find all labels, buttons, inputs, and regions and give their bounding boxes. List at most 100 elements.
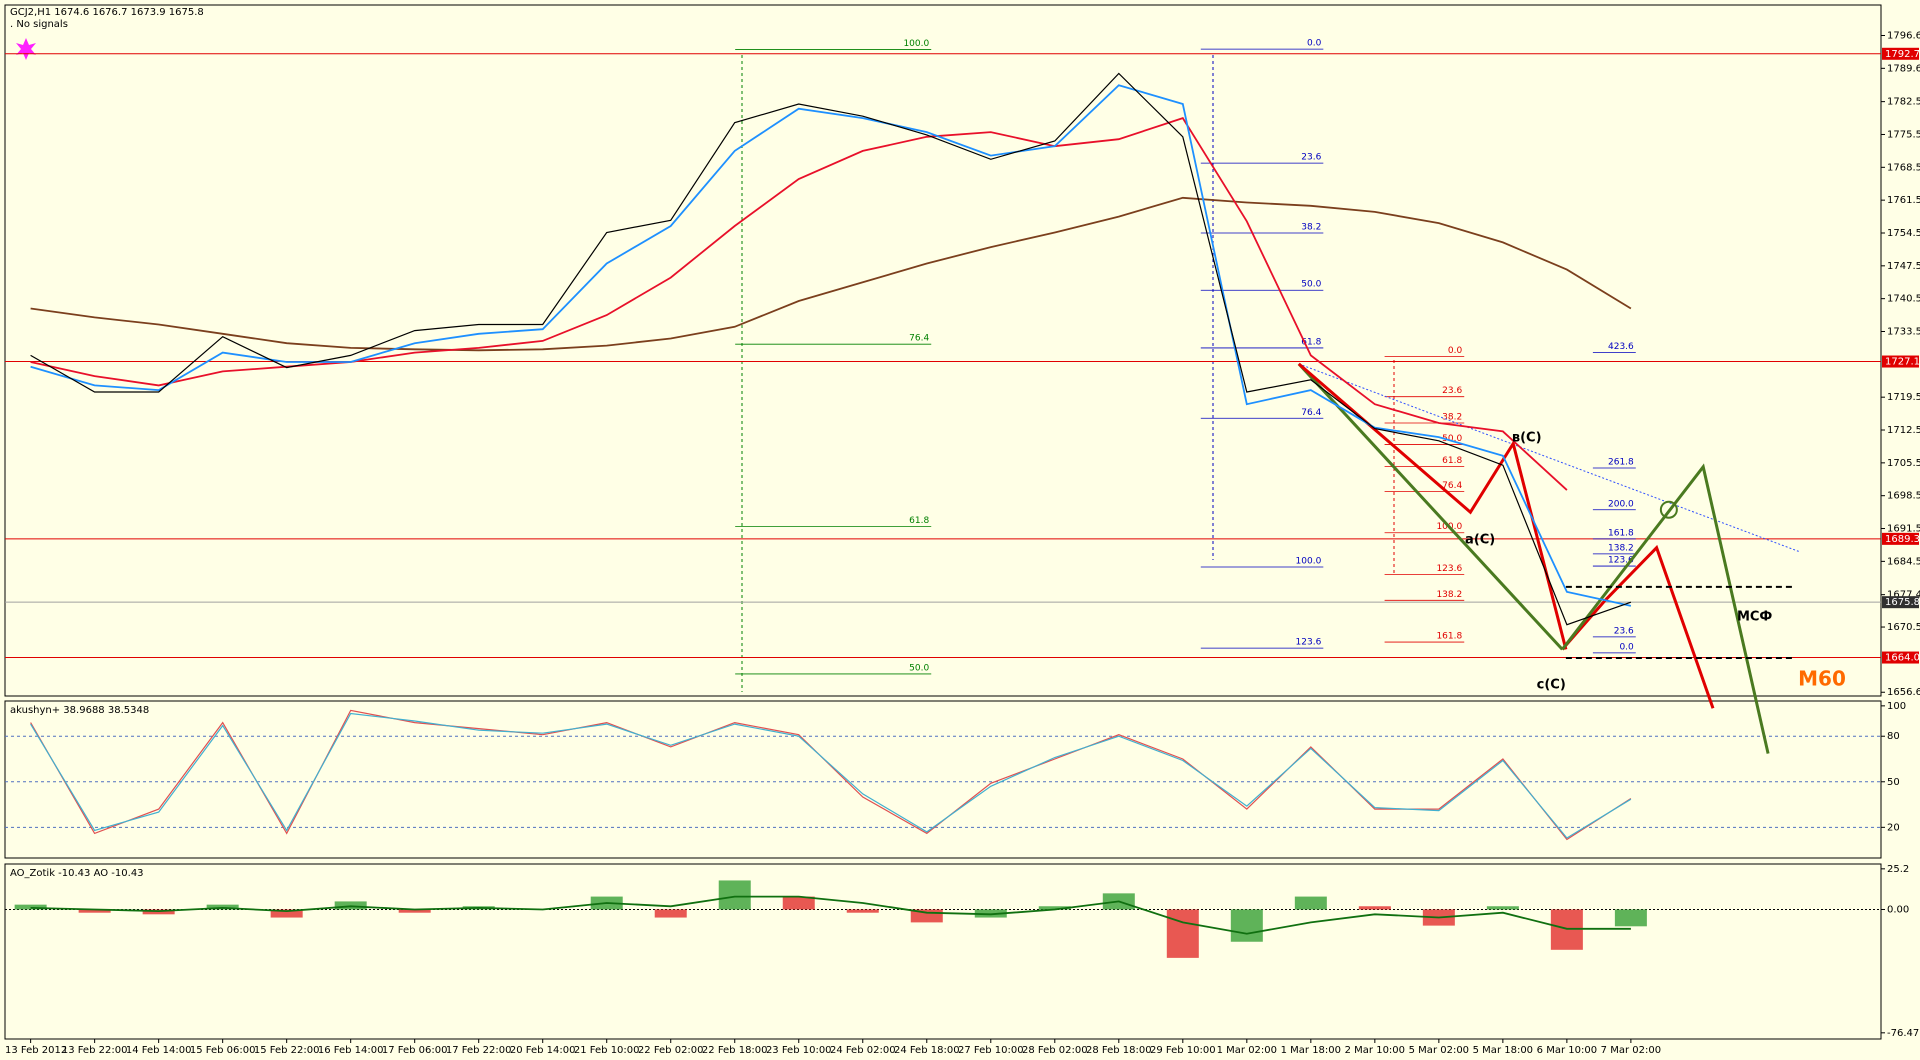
price-level-box [1882,47,1919,60]
price-level-box [1882,355,1919,368]
fib-label: 23.6 [1614,626,1634,636]
fib-label: 138.2 [1608,543,1634,553]
ao-bar [398,909,431,913]
fib-label: 123.6 [1436,564,1462,574]
ao-bar [1230,909,1263,942]
x-tick-label: 15 Feb 06:00 [190,1045,256,1056]
y-tick-label: 1656.6 [1887,687,1920,698]
ao-bar [1358,906,1391,910]
x-tick-label: 14 Feb 14:00 [126,1045,192,1056]
y-tick-label: 1705.5 [1887,458,1920,469]
y-tick-label: 1789.6 [1887,63,1920,74]
y-tick-label: 1761.5 [1887,195,1920,206]
ao-bar [718,880,751,910]
x-tick-label: 29 Feb 10:00 [1150,1045,1216,1056]
fib-label: 200.0 [1608,499,1634,509]
y-tick-label: 1719.5 [1887,392,1920,403]
y-tick-label: 20 [1887,822,1900,833]
x-tick-label: 5 Mar 02:00 [1409,1045,1469,1056]
x-tick-label: 22 Feb 18:00 [702,1045,768,1056]
x-tick-label: 17 Feb 22:00 [446,1045,512,1056]
x-tick-label: 21 Feb 10:00 [574,1045,640,1056]
fib-label: 100.0 [903,39,929,49]
y-tick-label: 1747.5 [1887,261,1920,272]
fib-label: 261.8 [1608,458,1634,468]
y-tick-label: 1712.5 [1887,425,1920,436]
fib-label: 38.2 [1301,222,1321,232]
x-tick-label: 6 Mar 10:00 [1537,1045,1597,1056]
wave-label: a(C) [1465,532,1495,547]
price-level-box [1882,532,1919,545]
oscillator-line [30,712,1632,839]
price-level-label: 1689.3 [1885,534,1920,545]
x-tick-label: 28 Feb 02:00 [1022,1045,1088,1056]
fib-label: 0.0 [1448,346,1463,356]
wave-label: c(C) [1537,678,1566,693]
x-tick-label: 13 Feb 2012 [5,1045,67,1056]
moving-average [30,117,1568,491]
fib-label: 23.6 [1442,386,1462,396]
oscillator-panel [4,700,1882,859]
wave-line [1297,362,1568,650]
fib-label: 123.6 [1608,556,1634,566]
price-level-label: 1664.0 [1885,653,1920,664]
timeframe-badge: M60 [1798,667,1846,691]
y-tick-label: 1775.5 [1887,129,1920,140]
x-tick-label: 1 Mar 18:00 [1281,1045,1341,1056]
ao-bar [1294,896,1327,910]
price-level-label: 1792.7 [1885,49,1920,60]
target-marker [1659,500,1678,519]
y-tick-label: 80 [1887,731,1900,742]
fib-label: 61.8 [1301,337,1321,347]
price-level-label: 1675.8 [1885,597,1920,608]
y-tick-label: 0.00 [1887,904,1909,915]
x-tick-label: 27 Feb 10:00 [958,1045,1024,1056]
fib-label: 76.4 [1301,408,1321,418]
forecast-line [1561,544,1715,709]
fib-label: 138.2 [1436,590,1462,600]
x-tick-label: 17 Feb 06:00 [382,1045,448,1056]
x-tick-label: 28 Feb 18:00 [1086,1045,1152,1056]
ao-bar [1614,909,1647,927]
y-tick-label: 100 [1887,701,1906,712]
y-tick-label: -76.47 [1887,1028,1919,1039]
fib-label: 23.6 [1301,153,1321,163]
wave-label: в(C) [1512,430,1542,445]
x-tick-label: 7 Mar 02:00 [1601,1045,1661,1056]
subtitle: . No signals [10,19,68,30]
y-tick-label: 1677.4 [1887,590,1920,601]
x-tick-label: 24 Feb 02:00 [830,1045,896,1056]
x-tick-label: 1 Mar 02:00 [1217,1045,1277,1056]
ao-signal [30,895,1631,935]
y-tick-label: 1684.5 [1887,556,1920,567]
fib-label: 123.6 [1296,638,1322,648]
ao-bar [1166,909,1199,958]
fib-label: 161.8 [1608,528,1634,538]
ao-bar [1038,906,1071,910]
main-panel [4,4,1882,697]
ao-bar [654,909,687,918]
x-tick-label: 13 Feb 22:00 [62,1045,128,1056]
y-tick-label: 1698.5 [1887,491,1920,502]
fib-label: 0.0 [1307,39,1322,49]
y-tick-label: 1754.5 [1887,228,1920,239]
fib-label: 100.0 [1296,556,1322,566]
moving-average [30,84,1632,607]
fib-label: 76.4 [1442,481,1462,491]
ao-bar [270,909,303,918]
fib-label: 61.8 [1442,456,1462,466]
y-tick-label: 25.2 [1887,864,1909,875]
ao-bar [78,909,111,913]
fib-label: 38.2 [1442,412,1462,422]
price-level-label: 1727.1 [1885,357,1920,368]
x-tick-label: 2 Mar 10:00 [1345,1045,1405,1056]
y-tick-label: 1740.5 [1887,294,1920,305]
x-tick-label: 24 Feb 18:00 [894,1045,960,1056]
price-level-box [1882,651,1919,664]
moving-average [30,196,1632,352]
ao-panel [4,863,1882,1040]
fib-label: 76.4 [909,334,929,344]
wave-channel [1297,362,1564,651]
y-tick-label: 1768.5 [1887,162,1920,173]
